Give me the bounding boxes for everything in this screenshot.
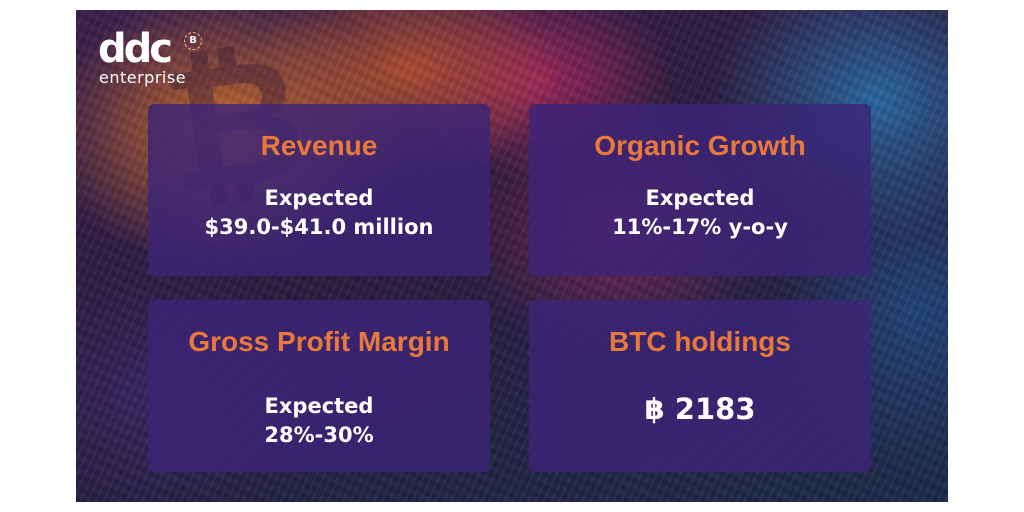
organic-growth-body: Expected 11%-17% y-o-y (529, 184, 871, 242)
btc-holdings-value: 2183 (674, 392, 756, 426)
revenue-card: Revenue Expected $39.0-$41.0 million (148, 104, 490, 276)
revenue-expected-label: Expected (264, 186, 374, 210)
revenue-body: Expected $39.0-$41.0 million (148, 184, 490, 242)
organic-growth-value: 11%-17% y-o-y (612, 215, 788, 239)
logo-mark: ddc (98, 26, 173, 72)
guidance-banner: ₿ ddc B enterprise Revenue Expected $39.… (76, 10, 948, 502)
organic-growth-title: Organic Growth (594, 130, 806, 161)
revenue-value: $39.0-$41.0 million (204, 215, 434, 239)
organic-growth-expected-label: Expected (645, 186, 755, 210)
revenue-title: Revenue (260, 130, 378, 161)
gross-profit-margin-expected-label: Expected (264, 394, 374, 418)
ddc-logo: ddc B enterprise (98, 26, 208, 92)
gross-profit-margin-title: Gross Profit Margin (188, 326, 450, 357)
baht-bitcoin-symbol-icon: ฿ (644, 392, 665, 426)
btc-holdings-title: BTC holdings (609, 326, 791, 357)
gross-profit-margin-card: Gross Profit Margin Expected 28%-30% (148, 300, 490, 472)
bitcoin-icon: B (184, 32, 202, 50)
btc-holdings-card: BTC holdings ฿ 2183 (529, 300, 871, 472)
gross-profit-margin-value: 28%-30% (264, 423, 374, 447)
logo-subtitle: enterprise (99, 68, 187, 87)
btc-holdings-value-row: ฿ 2183 (529, 392, 871, 426)
organic-growth-card: Organic Growth Expected 11%-17% y-o-y (529, 104, 871, 276)
gross-profit-margin-body: Expected 28%-30% (148, 392, 490, 450)
